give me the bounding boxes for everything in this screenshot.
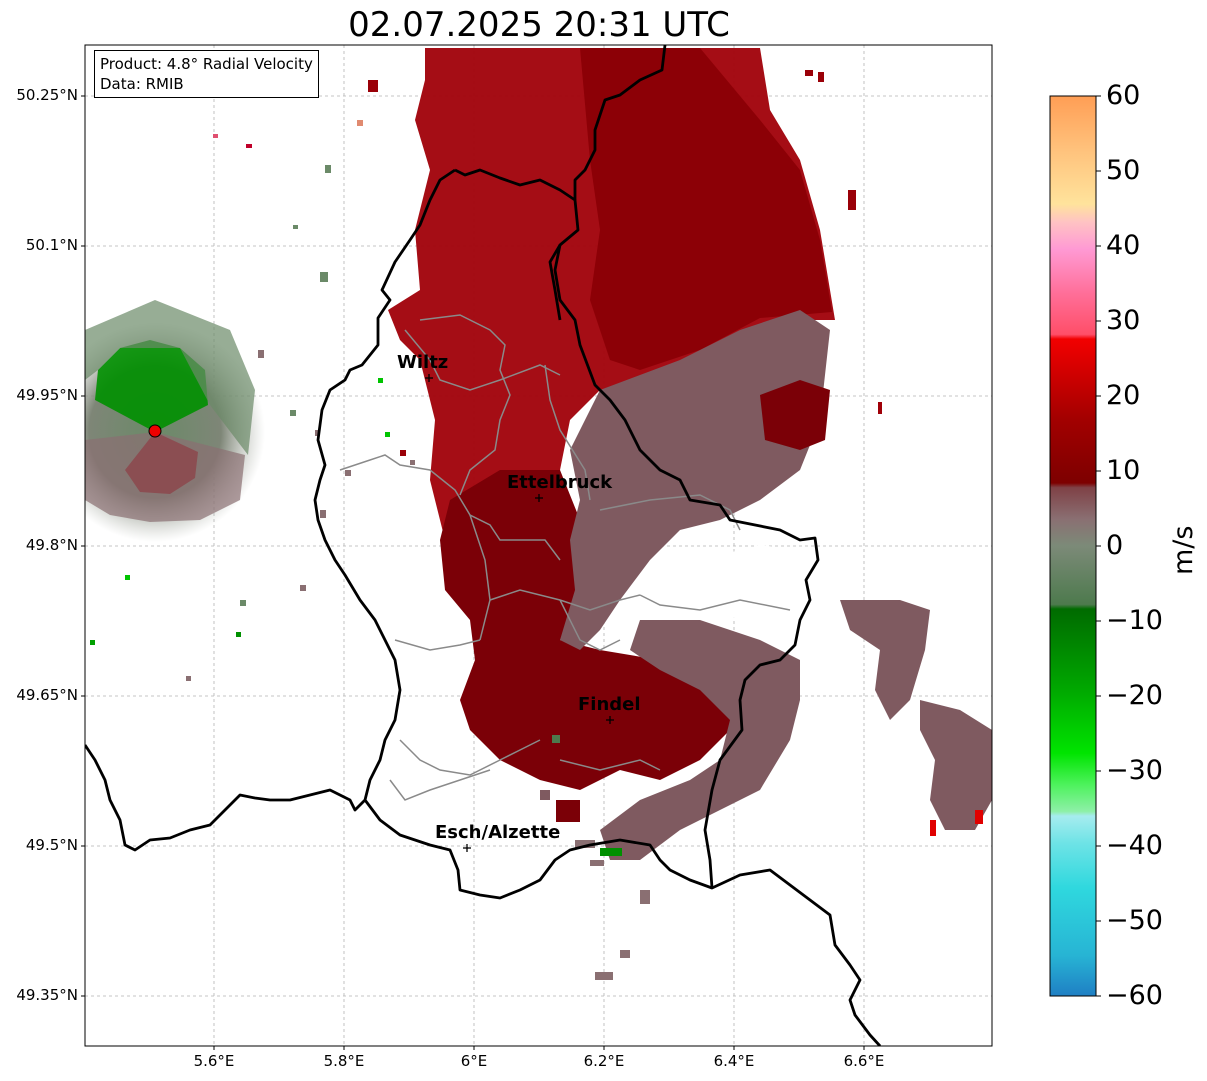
district-borders [339,314,791,801]
product-label: Product: 4.8° Radial Velocity [100,55,313,73]
colorbar-tick-label: 0 [1106,530,1124,561]
colorbar-tick-label: 10 [1106,455,1141,486]
echo-mauve-south [600,620,800,860]
lon-tick-label: 6.4°E [713,1052,755,1070]
map-title: 02.07.2025 20:31 UTC [348,5,730,45]
colorbar-tick-label: 40 [1106,230,1141,261]
colorbar-tick-label: 50 [1106,155,1141,186]
city-label-wiltz: Wiltz [397,352,449,373]
echo-red-cell-east [760,380,830,450]
lon-tick-label: 6.6°E [843,1052,885,1070]
colorbar-unit-label: m/s [1168,525,1199,575]
colorbar-tick-label: −20 [1106,680,1163,711]
axis-ticks [81,95,865,1050]
radar-location-marker [148,424,162,438]
lat-tick-label: 49.65°N [16,686,78,704]
colorbar-tick-label: 60 [1106,80,1141,111]
colorbar [1049,95,1097,997]
city-label-ettelbruck: Ettelbruck [507,472,613,493]
city-label-esch-alzette: Esch/Alzette [435,822,561,843]
lon-tick-label: 5.6°E [193,1052,235,1070]
lon-tick-label: 6°E [460,1052,488,1070]
colorbar-tick-label: 30 [1106,305,1141,336]
lat-tick-label: 49.95°N [16,386,78,404]
echo-speckles [90,70,983,980]
colorbar-tick-label: −60 [1106,980,1163,1011]
echo-dark-red-north [580,48,832,370]
radar-site-green-lobe [95,340,208,432]
data-source-label: Data: RMIB [100,75,184,93]
lat-tick-label: 50.25°N [16,86,78,104]
lat-tick-label: 49.35°N [16,986,78,1004]
product-info-box: Product: 4.8° Radial Velocity Data: RMIB [94,50,319,98]
colorbar-ticks [1096,95,1101,997]
lon-tick-label: 5.8°E [323,1052,365,1070]
radar-site-mauve-ring [85,432,245,522]
country-borders [85,45,882,1046]
city-markers [425,374,614,852]
echo-mauve-cells-east [840,600,992,830]
colorbar-tick-label: −40 [1106,830,1163,861]
lat-tick-label: 50.1°N [25,236,78,254]
echo-dark-red-central [440,470,740,790]
colorbar-tick-label: −30 [1106,755,1163,786]
lat-tick-label: 49.8°N [25,536,78,554]
lat-tick-label: 49.5°N [25,836,78,854]
colorbar-tick-label: −10 [1106,605,1163,636]
colorbar-tick-label: 20 [1106,380,1141,411]
radar-site-green-ring [85,300,255,455]
colorbar-tick-label: −50 [1106,905,1163,936]
echo-gap [645,545,810,620]
city-label-findel: Findel [578,694,641,715]
lon-tick-label: 6.2°E [583,1052,625,1070]
